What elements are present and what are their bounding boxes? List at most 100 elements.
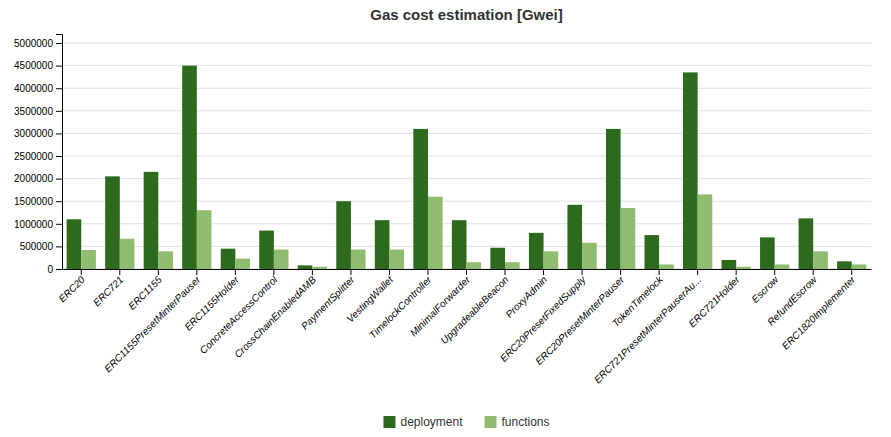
- y-tick-mark: [56, 179, 62, 180]
- x-tick-label: ConcreteAccessControl: [197, 273, 280, 356]
- bar: [221, 249, 236, 269]
- x-tick-mark: [312, 269, 313, 275]
- y-tick: 4500000: [14, 60, 62, 71]
- bar: [644, 235, 659, 269]
- bar: [389, 250, 404, 269]
- x-tick-label: ERC20: [56, 274, 87, 305]
- bar: [158, 251, 173, 269]
- x-tick-mark: [273, 269, 274, 275]
- x-tick-label: Escrow: [749, 273, 781, 305]
- bar: [606, 129, 621, 269]
- bar: [259, 231, 274, 269]
- x-tick-mark: [158, 269, 159, 275]
- bar-series: [81, 194, 866, 269]
- x-tick-label: ERC1820Implementer: [780, 273, 858, 351]
- x-tick-mark: [350, 269, 351, 275]
- y-tick-mark: [56, 133, 62, 134]
- bar: [81, 250, 96, 269]
- x-tick: ERC1820Implementer: [780, 269, 858, 352]
- x-tick: ERC721Holder: [686, 269, 742, 329]
- x-axis: ERC20ERC721ERC1155ERC1155PresetMinterPau…: [56, 269, 871, 385]
- y-tick-label: 4500000: [14, 60, 53, 71]
- y-tick-mark: [56, 156, 62, 157]
- x-tick-label: PaymentSplitter: [299, 273, 357, 331]
- x-tick-mark: [466, 269, 467, 275]
- legend: deploymentfunctions: [383, 415, 549, 429]
- y-tick: 2000000: [14, 173, 62, 184]
- y-tick-label: 1000000: [14, 219, 53, 230]
- y-tick-label: 4000000: [14, 83, 53, 94]
- x-tick-label: ERC1155: [126, 274, 164, 312]
- bar: [775, 264, 790, 269]
- y-axis: 0 500000 1000000 1500000 2000000 2500000 30000…: [14, 35, 62, 275]
- x-tick: TimelockController: [367, 269, 434, 341]
- bar-series: [67, 66, 852, 269]
- legend-label: deployment: [400, 415, 463, 429]
- y-tick-mark: [56, 88, 62, 89]
- y-tick: 5000000: [14, 38, 62, 49]
- x-tick-mark: [543, 269, 544, 275]
- x-tick-mark: [81, 269, 82, 275]
- bar: [312, 267, 327, 269]
- x-tick-mark: [659, 269, 660, 275]
- y-tick: 500000: [20, 241, 62, 252]
- bar: [760, 237, 775, 269]
- y-tick: 4000000: [14, 83, 62, 94]
- y-tick: 1000000: [14, 219, 62, 230]
- y-tick-label: 3000000: [14, 128, 53, 139]
- x-tick: ERC721: [91, 269, 126, 308]
- y-tick-label: 500000: [20, 241, 54, 252]
- plot: 0 500000 1000000 1500000 2000000 2500000 30000…: [14, 35, 871, 386]
- bar: [799, 218, 814, 269]
- x-tick: ERC20: [56, 269, 87, 305]
- bar: [67, 219, 82, 269]
- x-tick-mark: [697, 269, 698, 275]
- bar: [505, 262, 520, 269]
- y-tick-label: 0: [47, 264, 53, 275]
- chart: 0 500000 1000000 1500000 2000000 2500000 30000…: [0, 0, 891, 437]
- bar: [428, 197, 443, 269]
- x-tick: Escrow: [749, 269, 781, 305]
- bar: [567, 205, 582, 269]
- bar: [452, 220, 467, 269]
- y-tick: 2500000: [14, 151, 62, 162]
- title: Gas cost estimation [Gwei]: [370, 6, 563, 23]
- bar: [467, 262, 482, 269]
- bar: [582, 243, 597, 269]
- x-tick-mark: [774, 269, 775, 275]
- bar: [736, 267, 751, 269]
- bar: [105, 176, 120, 269]
- y-tick: 0: [47, 264, 62, 275]
- bar: [621, 208, 636, 269]
- x-tick-mark: [582, 269, 583, 275]
- x-tick-label: TimelockController: [367, 273, 434, 340]
- x-tick: CrossChainEnabledAMB: [232, 269, 318, 360]
- x-tick: PaymentSplitter: [299, 269, 357, 332]
- x-tick-mark: [196, 269, 197, 275]
- x-tick-mark: [427, 269, 428, 275]
- legend-swatch: [485, 416, 497, 428]
- bar: [182, 66, 197, 269]
- legend-swatch: [383, 416, 395, 428]
- y-tick-mark: [56, 246, 62, 247]
- bar: [698, 194, 713, 269]
- y-tick-label: 5000000: [14, 38, 53, 49]
- bar: [852, 264, 867, 269]
- bar: [813, 251, 828, 269]
- bar: [120, 239, 135, 269]
- y-tick-label: 3500000: [14, 106, 53, 117]
- x-tick: ERC721PresetMinterPauserAu...: [592, 269, 704, 385]
- bar: [298, 265, 313, 269]
- y-tick-mark: [56, 111, 62, 112]
- x-tick-label: ERC721Holder: [686, 273, 742, 329]
- bar: [197, 210, 212, 269]
- y-tick: 3000000: [14, 128, 62, 139]
- y-tick-label: 1500000: [14, 196, 53, 207]
- bars: [67, 66, 867, 269]
- x-tick-mark: [851, 269, 852, 275]
- y-tick: 1500000: [14, 196, 62, 207]
- bar: [722, 260, 737, 269]
- grid: [62, 43, 871, 269]
- x-tick: ConcreteAccessControl: [197, 269, 280, 356]
- bar: [413, 129, 428, 269]
